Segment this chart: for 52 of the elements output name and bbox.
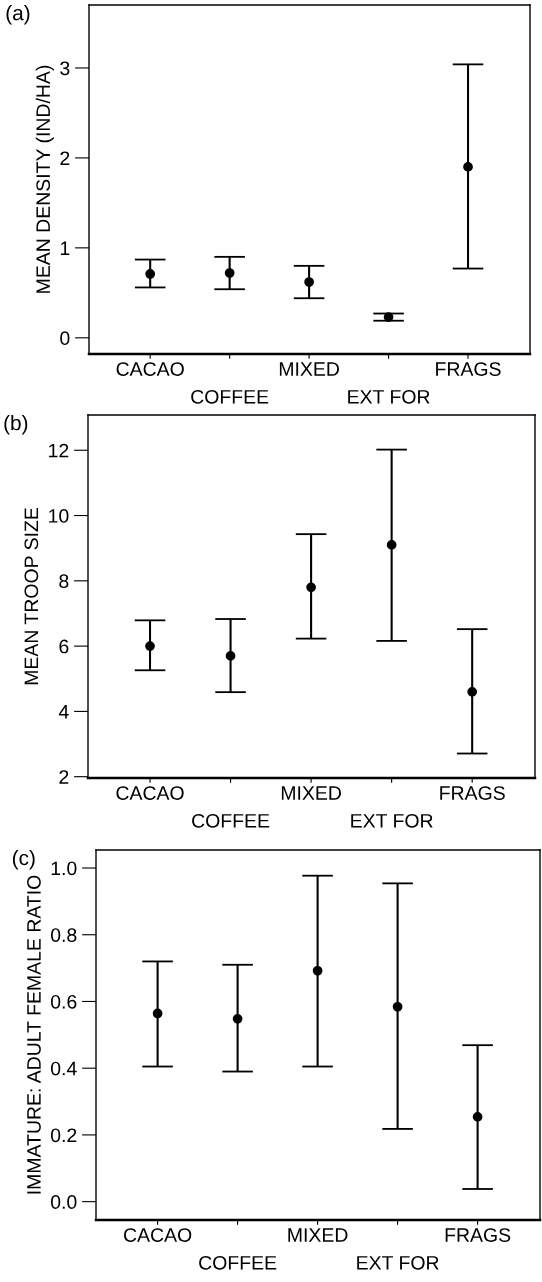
y-axis-title: MEAN TROOP SIZE: [24, 508, 39, 685]
y-tick-label: 2: [60, 151, 70, 165]
y-tick-label: 0.0: [50, 1195, 77, 1209]
x-tick-label: CACAO: [116, 362, 184, 376]
y-axis-title: MEAN DENSITY (IND/HA): [35, 65, 54, 293]
x-tick-label: CACAO: [116, 786, 184, 800]
point: [145, 641, 155, 651]
point: [304, 277, 314, 287]
y-tick-label: 4: [58, 705, 69, 719]
x-tick-label: EXT FOR: [357, 1255, 439, 1270]
x-tick-label: MIXED: [281, 786, 341, 800]
point: [152, 1008, 163, 1019]
y-tick-label: 8: [59, 574, 69, 589]
x-tick-label: COFFEE: [192, 813, 270, 828]
y-tick-label: 0.4: [50, 1061, 77, 1076]
y-tick-label: 10: [49, 509, 69, 523]
x-tick-label: FRAGS: [436, 362, 501, 376]
point: [383, 312, 394, 322]
x-tick-label: EXT FOR: [351, 813, 433, 828]
point: [306, 582, 316, 593]
point: [392, 1001, 403, 1012]
x-tick-label: FRAGS: [440, 786, 505, 800]
x-tick-label: MIXED: [279, 362, 339, 376]
point: [232, 1013, 243, 1024]
point: [463, 162, 473, 172]
point: [312, 965, 323, 976]
y-tick-label: 1: [60, 241, 70, 255]
y-tick-label: 0.8: [50, 928, 77, 942]
x-tick-label: COFFEE: [199, 1255, 277, 1270]
point: [386, 540, 397, 550]
y-axis-title: IMMATURE: ADULT FEMALE RATIO: [27, 875, 41, 1194]
chart-title: (c): [12, 850, 35, 870]
y-tick-label: 1.0: [51, 861, 77, 876]
point: [472, 1112, 483, 1122]
x-tick-label: FRAGS: [445, 1228, 511, 1242]
y-tick-label: 0.6: [50, 994, 77, 1009]
x-tick-label: MIXED: [288, 1228, 348, 1242]
y-tick-label: 3: [60, 61, 70, 76]
chart-title: (a): [6, 5, 30, 25]
y-tick-label: 6: [59, 639, 69, 654]
y-tick-label: 0.2: [50, 1128, 77, 1143]
point: [225, 651, 236, 661]
chart-title: (b): [4, 415, 28, 435]
y-tick-label: 2: [59, 770, 69, 784]
point: [145, 269, 156, 279]
y-tick-label: 0: [60, 331, 70, 346]
x-tick-label: COFFEE: [191, 389, 269, 404]
x-tick-label: CACAO: [124, 1228, 192, 1242]
point: [467, 686, 478, 697]
y-tick-label: 12: [49, 443, 69, 458]
x-tick-label: EXT FOR: [348, 389, 430, 404]
point: [224, 268, 235, 278]
